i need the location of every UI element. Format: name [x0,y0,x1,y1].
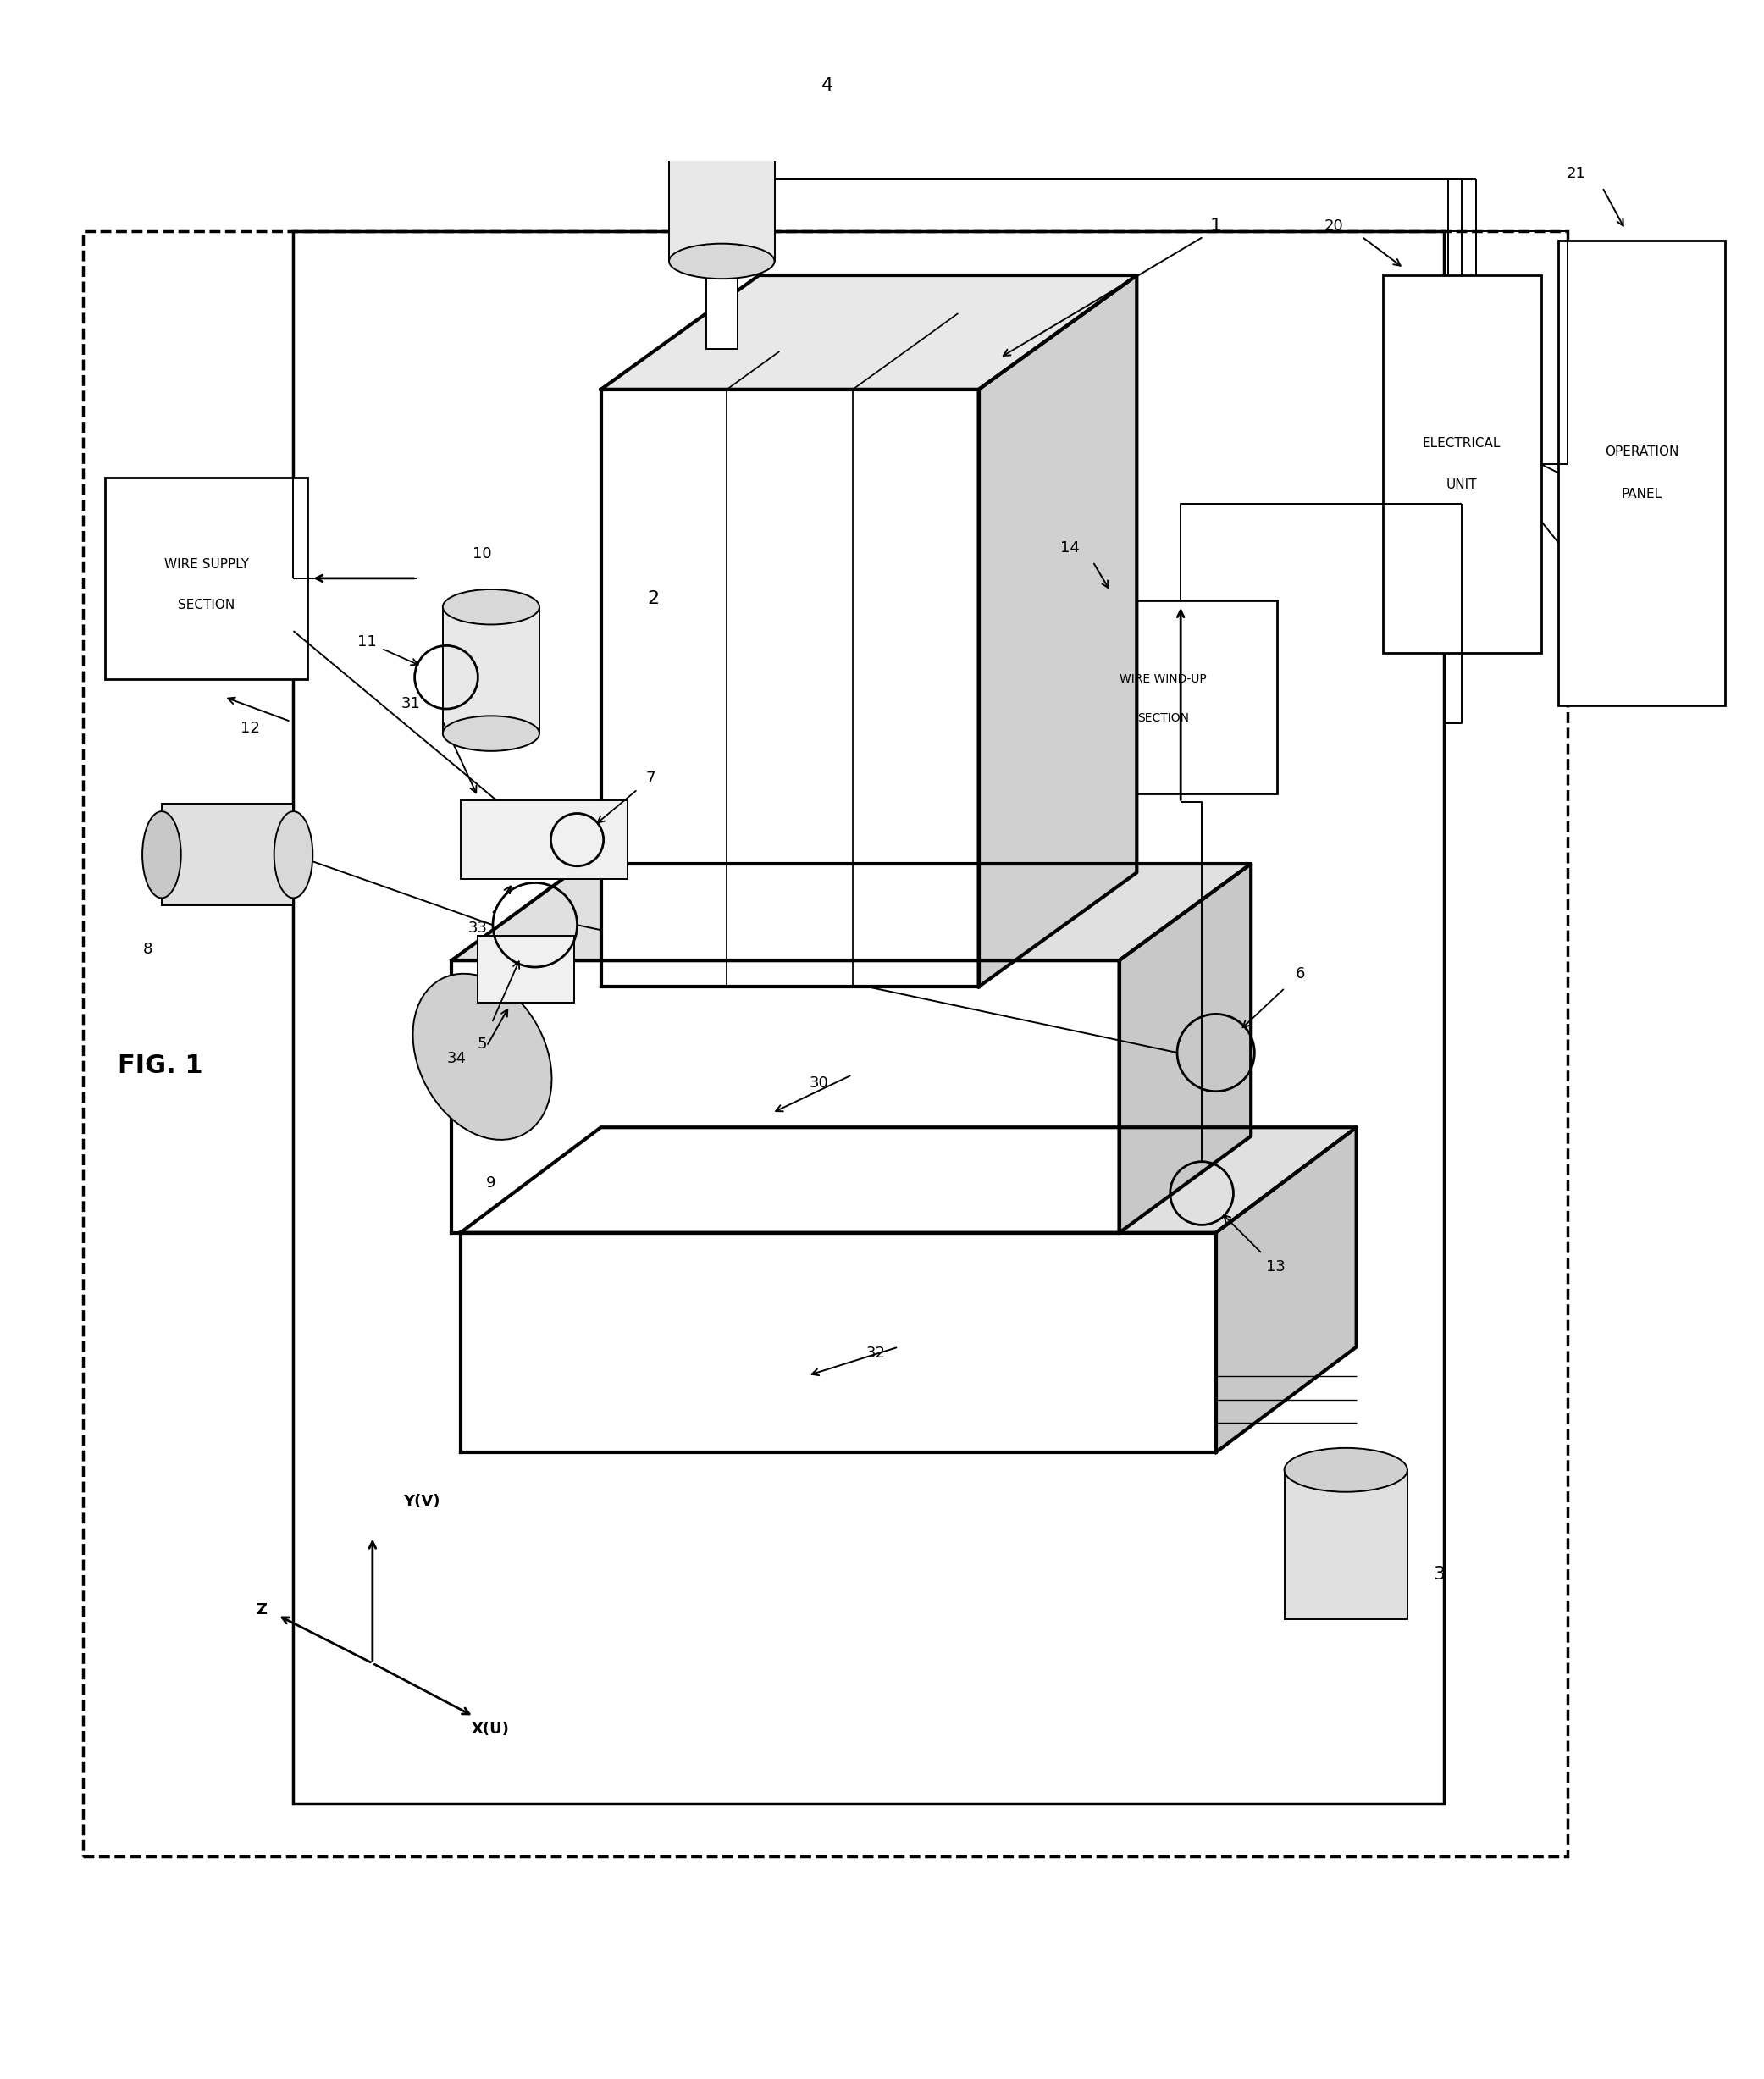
Bar [706,258,737,349]
Text: Z: Z [256,1603,266,1617]
Text: PANEL: PANEL [1621,489,1662,501]
Text: 34: 34 [446,1050,466,1067]
Text: X(U): X(U) [471,1721,510,1736]
Text: 5: 5 [478,1037,487,1052]
Text: 11: 11 [358,634,377,651]
Ellipse shape [443,715,540,751]
Bar [478,936,575,1002]
Ellipse shape [669,94,774,129]
Bar [460,800,628,879]
Text: 33: 33 [467,921,487,936]
Ellipse shape [669,243,774,279]
Polygon shape [460,1233,1215,1453]
Bar [106,478,307,680]
Polygon shape [452,960,1118,1233]
Ellipse shape [413,973,552,1139]
Text: OPERATION: OPERATION [1605,445,1679,457]
Bar [1558,239,1725,705]
Polygon shape [452,863,1251,960]
Text: Y(V): Y(V) [404,1495,439,1509]
Bar [162,805,293,906]
Text: SECTION: SECTION [1138,711,1189,723]
Text: 30: 30 [810,1075,829,1091]
Text: 8: 8 [143,942,152,956]
Text: 14: 14 [1060,541,1080,555]
Text: 7: 7 [646,771,656,786]
Bar [1284,1470,1408,1620]
Text: WIRE WIND-UP: WIRE WIND-UP [1120,674,1207,686]
Text: 13: 13 [1267,1260,1286,1274]
Polygon shape [1215,1127,1357,1453]
Bar [669,112,774,262]
Text: 10: 10 [473,547,492,561]
Polygon shape [979,274,1136,988]
Text: 20: 20 [1325,218,1342,233]
Bar [293,231,1445,1805]
Bar [443,607,540,734]
Polygon shape [602,389,979,988]
Ellipse shape [443,588,540,624]
Text: UNIT: UNIT [1446,478,1476,491]
Text: 4: 4 [822,77,833,94]
Ellipse shape [1284,1447,1408,1493]
Bar [1383,274,1540,653]
Text: 2: 2 [647,590,660,607]
Text: ELECTRICAL: ELECTRICAL [1424,437,1501,449]
Polygon shape [602,274,1136,389]
Polygon shape [460,1127,1357,1233]
Text: 6: 6 [1295,967,1305,981]
Text: 3: 3 [1432,1565,1445,1582]
Text: 21: 21 [1566,166,1586,181]
Text: 32: 32 [866,1345,886,1362]
Text: 12: 12 [240,721,259,736]
Bar [1050,601,1277,794]
Ellipse shape [273,811,312,898]
Bar [83,231,1566,1857]
Text: 1: 1 [1210,218,1222,235]
Text: WIRE SUPPLY: WIRE SUPPLY [164,557,249,570]
Text: 31: 31 [402,696,422,711]
Text: SECTION: SECTION [178,599,235,611]
Ellipse shape [143,811,182,898]
Polygon shape [1118,863,1251,1233]
Text: FIG. 1: FIG. 1 [118,1054,203,1079]
Text: 9: 9 [487,1175,496,1191]
